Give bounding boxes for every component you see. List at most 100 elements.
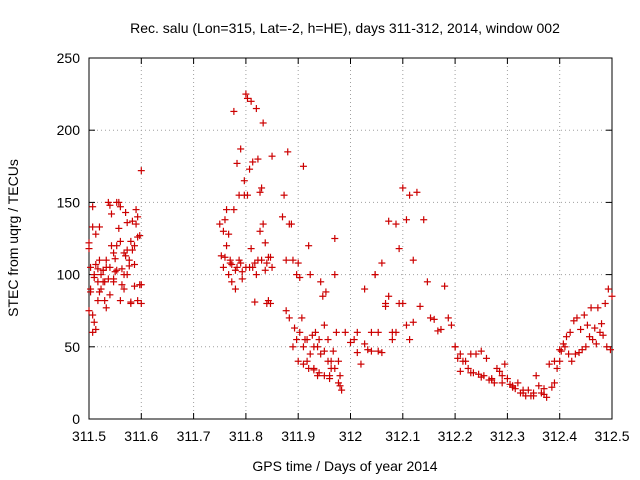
data-point — [503, 375, 511, 383]
data-point — [467, 369, 475, 377]
data-point — [385, 217, 393, 225]
data-point — [501, 360, 509, 368]
data-point — [282, 307, 290, 315]
data-point — [285, 314, 293, 322]
data-point — [85, 307, 93, 315]
data-point — [279, 213, 287, 221]
data-point — [131, 282, 139, 290]
y-tick-label: 150 — [57, 194, 81, 210]
data-point — [361, 285, 369, 293]
x-tick-label: 311.9 — [281, 428, 315, 444]
data-point — [107, 242, 115, 250]
data-point — [110, 249, 118, 257]
data-point — [101, 297, 109, 305]
data-point — [122, 209, 130, 217]
data-point — [95, 223, 103, 231]
data-point — [592, 340, 600, 348]
data-point — [378, 349, 386, 357]
data-point — [261, 239, 269, 247]
data-point — [113, 266, 121, 274]
data-point — [256, 227, 264, 235]
data-point — [252, 105, 260, 113]
data-point — [123, 219, 131, 227]
data-point — [299, 162, 307, 170]
grid — [89, 58, 612, 419]
data-point — [247, 245, 255, 253]
data-point — [382, 302, 390, 310]
data-point — [317, 350, 325, 358]
data-point — [336, 382, 344, 390]
x-tick-label: 312.5 — [594, 428, 629, 444]
data-point — [225, 271, 233, 279]
data-point — [535, 382, 543, 390]
data-point — [289, 256, 297, 264]
data-point — [106, 291, 114, 299]
data-point — [132, 206, 140, 214]
data-point — [89, 203, 97, 211]
data-point — [113, 198, 121, 206]
data-point — [137, 167, 145, 175]
data-point — [420, 216, 428, 224]
data-point — [514, 379, 522, 387]
data-point — [95, 288, 103, 296]
data-point — [230, 107, 238, 115]
data-point — [606, 346, 614, 354]
data-point — [402, 321, 410, 329]
data-point — [254, 155, 262, 163]
data-point — [252, 271, 260, 279]
data-point — [92, 260, 100, 268]
data-point — [395, 299, 403, 307]
data-point — [219, 263, 227, 271]
data-point — [608, 292, 616, 300]
data-point — [116, 297, 124, 305]
data-point — [322, 288, 330, 296]
data-point — [594, 304, 602, 312]
data-point — [444, 314, 452, 322]
data-point — [571, 350, 579, 358]
data-point — [291, 324, 299, 332]
data-point — [498, 379, 506, 387]
data-point — [315, 369, 323, 377]
data-point — [374, 347, 382, 355]
data-point — [532, 372, 540, 380]
data-point — [310, 343, 318, 351]
data-point — [127, 237, 135, 245]
x-tick-label: 311.7 — [177, 428, 211, 444]
data-point — [223, 206, 231, 214]
data-point — [89, 223, 97, 231]
data-point — [122, 252, 130, 260]
data-point — [603, 343, 611, 351]
data-point — [235, 256, 243, 264]
data-point — [231, 285, 239, 293]
data-point — [456, 350, 464, 358]
data-point — [95, 256, 103, 264]
y-tick-label: 50 — [64, 339, 80, 355]
data-point — [464, 364, 472, 372]
data-point — [331, 271, 339, 279]
data-point — [216, 220, 224, 228]
data-point — [134, 213, 142, 221]
data-point — [282, 256, 290, 264]
data-point — [221, 216, 229, 224]
data-point — [111, 268, 119, 276]
data-point — [87, 288, 95, 296]
data-point — [230, 206, 238, 214]
data-point — [303, 357, 311, 365]
data-point — [459, 357, 467, 365]
data-point — [280, 191, 288, 199]
data-point — [582, 343, 590, 351]
y-axis-title: STEC from uqrg / TECUs — [5, 159, 21, 317]
data-point — [545, 360, 553, 368]
data-point — [583, 321, 591, 329]
data-point — [580, 311, 588, 319]
data-point — [447, 321, 455, 329]
data-point — [85, 245, 93, 253]
data-point — [566, 328, 574, 336]
x-tick-label: 311.6 — [124, 428, 158, 444]
data-point — [430, 315, 438, 323]
data-point — [225, 230, 233, 238]
data-point — [454, 354, 462, 362]
data-point — [110, 278, 118, 286]
data-point — [106, 263, 114, 271]
data-point — [251, 298, 259, 306]
